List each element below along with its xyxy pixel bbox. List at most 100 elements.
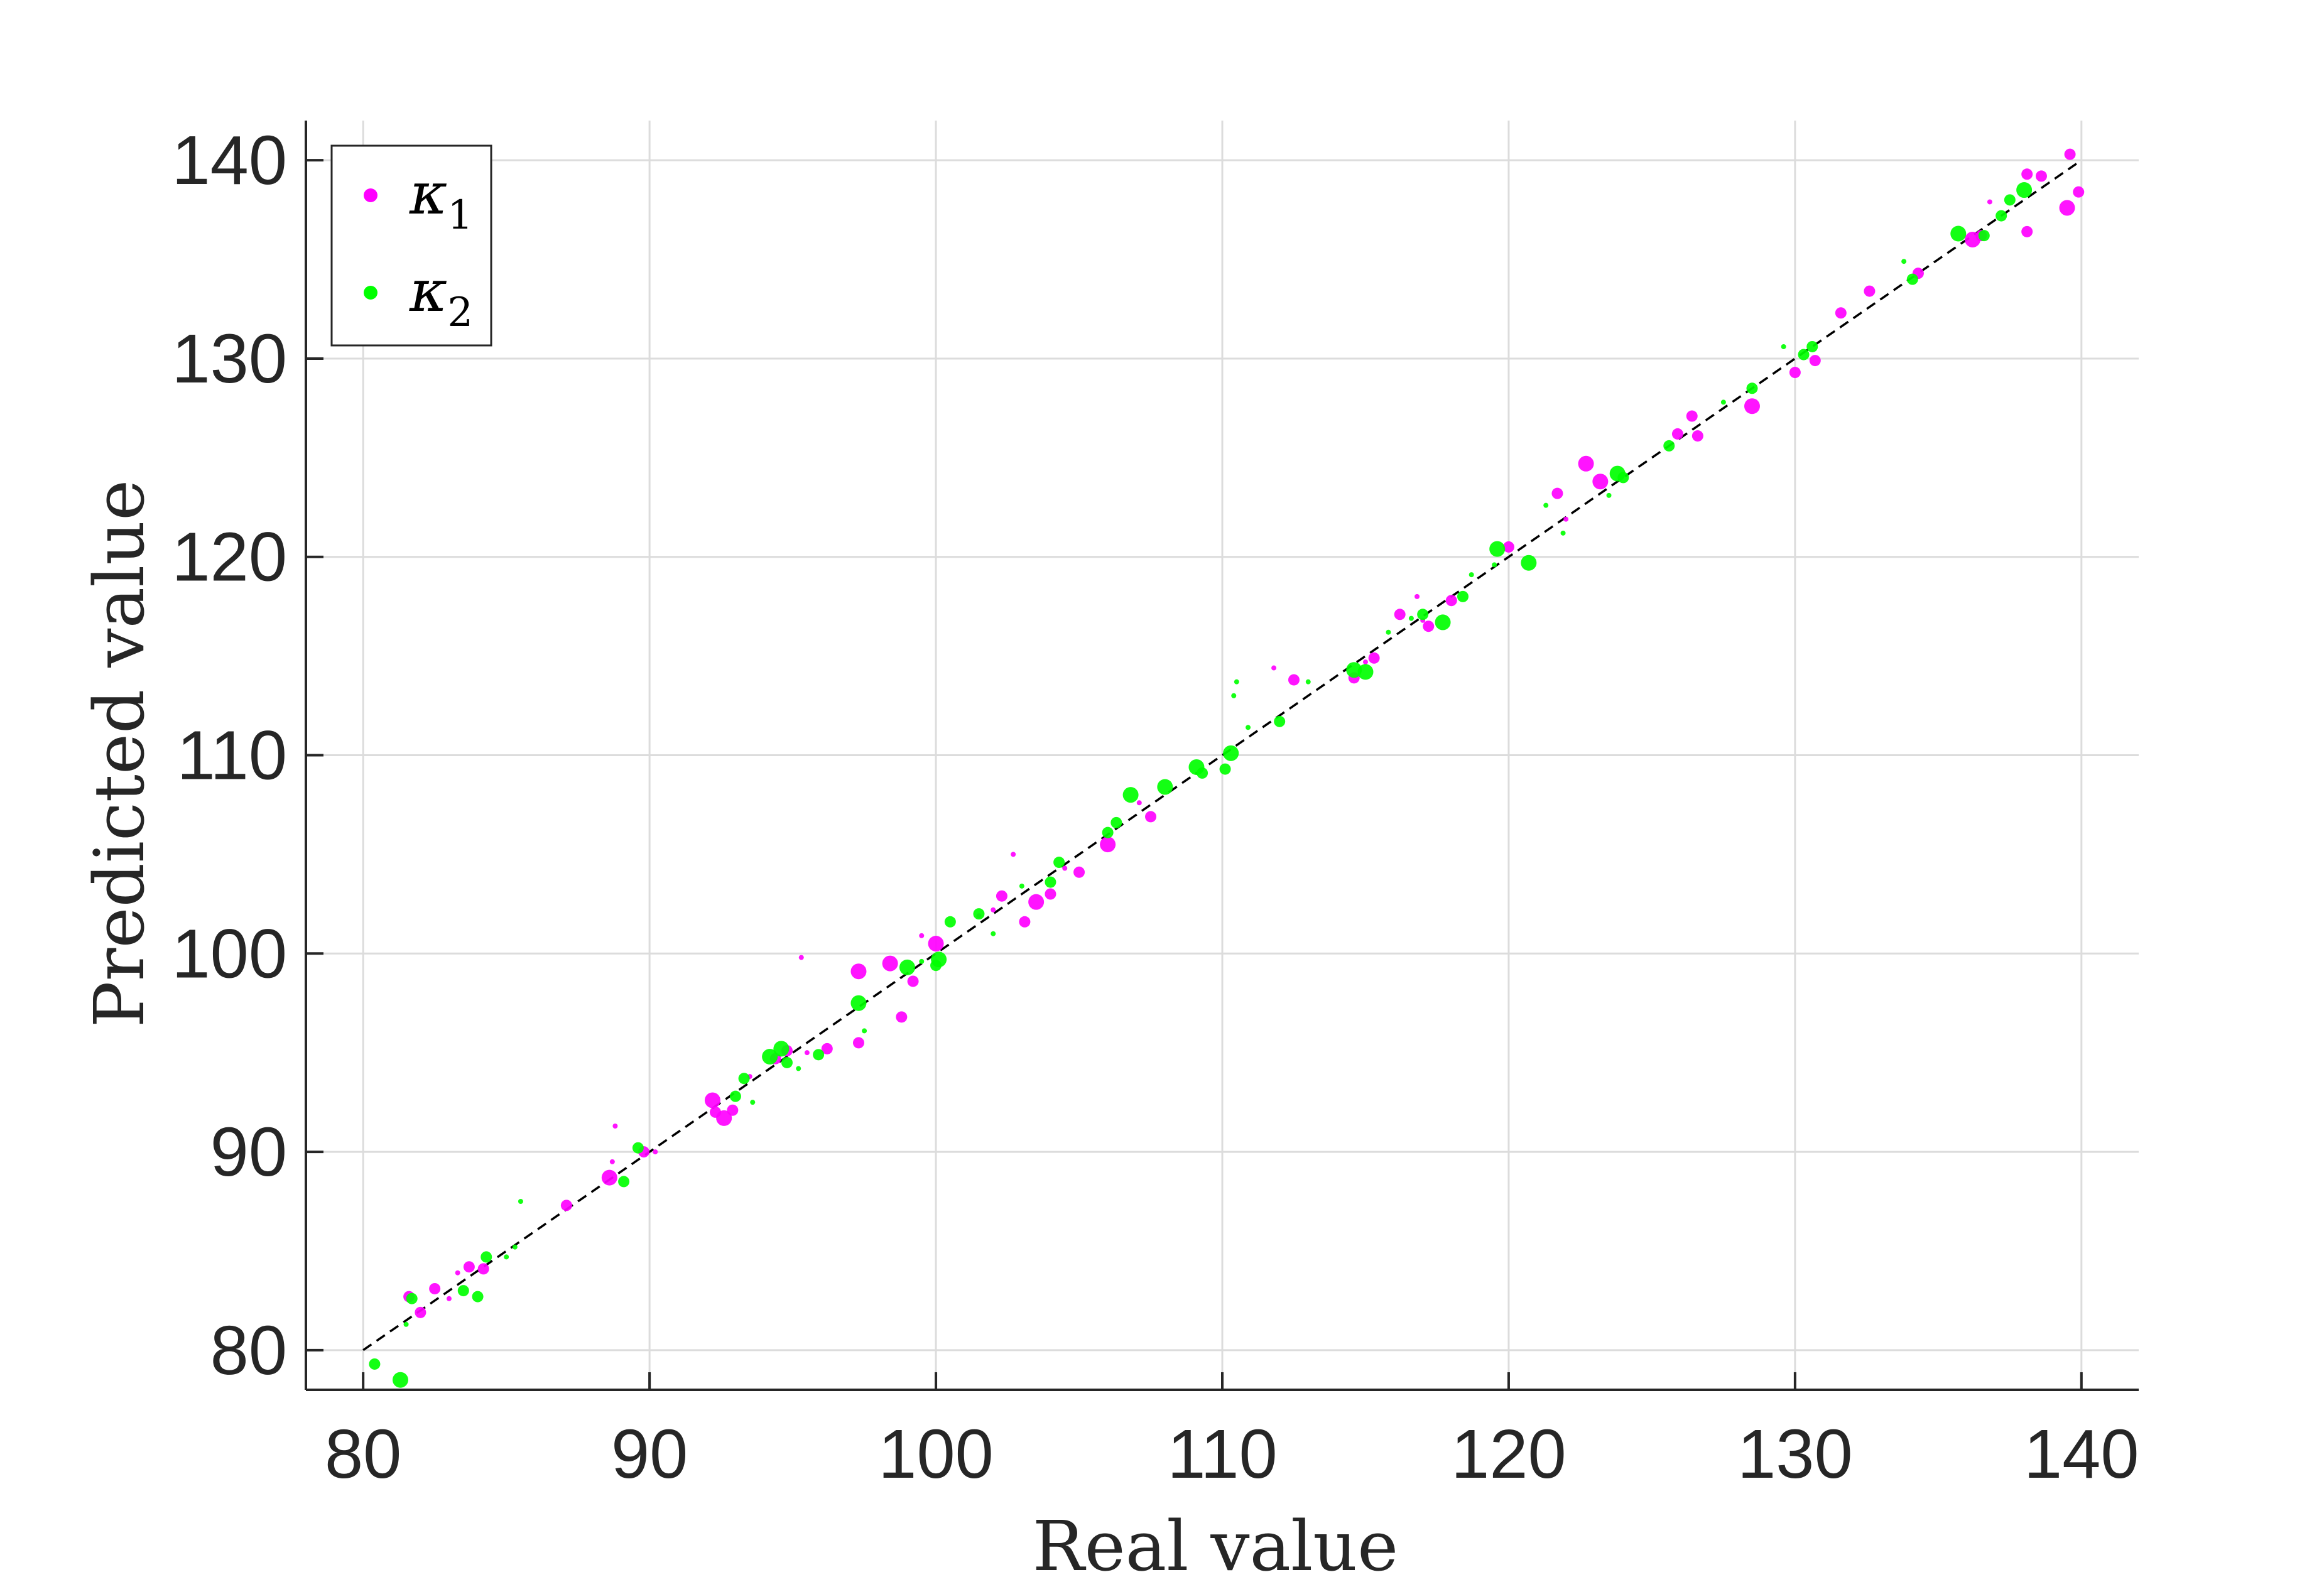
point-series1-15 — [716, 1110, 732, 1126]
point-series2-13 — [738, 1073, 750, 1085]
point-series2-9 — [512, 1244, 518, 1250]
point-series1-36 — [1045, 888, 1056, 900]
point-series2-47 — [1386, 629, 1391, 635]
x-tick-label-6: 140 — [2024, 1416, 2139, 1493]
point-series2-39 — [1223, 745, 1239, 761]
point-series2-30 — [1045, 876, 1056, 888]
point-series1-58 — [1686, 410, 1698, 422]
point-series2-22 — [899, 959, 915, 975]
point-series2-73 — [2016, 182, 2033, 198]
point-series2-68 — [1906, 273, 1918, 285]
point-series2-23 — [919, 958, 925, 964]
legend-label-kappa2: κ2 — [409, 257, 473, 336]
point-series2-58 — [1606, 492, 1612, 498]
point-series1-48 — [1414, 593, 1420, 599]
point-series1-27 — [907, 975, 919, 987]
point-series2-7 — [504, 1254, 509, 1260]
point-series1-54 — [1563, 516, 1569, 522]
point-series1-12 — [653, 1149, 658, 1155]
point-series1-69 — [2021, 225, 2033, 237]
point-series2-8 — [518, 1199, 523, 1205]
grid-lines — [306, 121, 2139, 1390]
point-series2-19 — [813, 1049, 825, 1061]
point-series1-73 — [2064, 148, 2076, 160]
point-series1-7 — [560, 1200, 572, 1211]
point-series1-4 — [455, 1270, 460, 1276]
x-tick-label-2: 100 — [878, 1416, 994, 1493]
axes — [305, 121, 2139, 1391]
point-series1-28 — [919, 933, 925, 938]
point-series1-21 — [804, 1050, 810, 1056]
point-series1-70 — [2021, 168, 2033, 180]
point-series2-27 — [973, 908, 985, 920]
point-series1-53 — [1551, 487, 1563, 499]
point-series2-10 — [618, 1176, 630, 1188]
point-series2-56 — [1543, 502, 1549, 508]
point-series2-11 — [632, 1142, 644, 1154]
tick-labels: 80 90 100 110 120 130 140 80 90 100 110 120 130 140 — [171, 122, 2139, 1493]
point-series1-22 — [821, 1043, 833, 1054]
point-series1-71 — [2035, 170, 2047, 182]
point-series2-35 — [1157, 779, 1173, 795]
point-series2-20 — [850, 995, 867, 1011]
reference-line-group — [362, 159, 2082, 1352]
point-series2-70 — [1978, 230, 1990, 242]
point-series2-32 — [1102, 826, 1114, 838]
point-series1-43 — [1288, 674, 1300, 686]
point-series1-59 — [1691, 430, 1703, 442]
point-series1-29 — [928, 935, 944, 951]
point-series2-1 — [392, 1372, 408, 1388]
point-series2-46 — [1357, 664, 1374, 680]
point-series2-50 — [1435, 614, 1451, 631]
point-series1-64 — [1864, 285, 1876, 297]
point-series1-5 — [463, 1261, 475, 1273]
point-series1-60 — [1744, 398, 1760, 414]
reference-line — [362, 159, 2082, 1352]
point-series1-13 — [704, 1092, 720, 1108]
point-series2-67 — [1901, 259, 1907, 264]
point-series1-26 — [896, 1011, 908, 1023]
y-tick-label-2: 100 — [171, 915, 287, 992]
point-series1-72 — [2059, 200, 2075, 216]
x-tick-label-1: 90 — [611, 1416, 688, 1493]
point-series2-55 — [1521, 555, 1537, 571]
point-series1-10 — [609, 1159, 615, 1164]
y-tick-label-5: 130 — [171, 320, 287, 398]
point-series2-28 — [991, 931, 996, 936]
x-axis-title: Real value — [1033, 1506, 1399, 1582]
point-series1-24 — [852, 1037, 864, 1049]
legend-marker-kappa1 — [364, 188, 377, 202]
point-series1-2 — [429, 1282, 441, 1294]
point-series2-60 — [1617, 472, 1629, 484]
point-series2-34 — [1122, 787, 1139, 803]
point-series2-51 — [1457, 590, 1469, 602]
point-series2-52 — [1469, 572, 1474, 578]
point-series1-9 — [612, 1124, 618, 1129]
point-series1-56 — [1592, 474, 1609, 490]
point-series1-62 — [1809, 355, 1821, 367]
point-series1-23 — [850, 963, 867, 980]
legend-label-kappa1: κ1 — [409, 160, 473, 239]
point-series1-32 — [996, 890, 1007, 902]
point-series2-21 — [862, 1028, 867, 1034]
point-series2-5 — [472, 1291, 484, 1303]
point-series1-6 — [477, 1263, 489, 1275]
point-series1-57 — [1671, 428, 1683, 440]
point-series1-46 — [1368, 652, 1380, 664]
point-series2-72 — [2004, 194, 2016, 206]
x-tick-label-0: 80 — [325, 1416, 401, 1493]
y-tick-label-1: 90 — [210, 1113, 287, 1191]
legend-marker-kappa2 — [364, 286, 377, 300]
point-series2-48 — [1408, 615, 1414, 621]
x-tick-label-3: 110 — [1167, 1416, 1277, 1493]
point-series2-3 — [406, 1292, 418, 1304]
data-points — [369, 148, 2085, 1388]
point-series2-63 — [1746, 382, 1758, 394]
point-series1-41 — [1145, 811, 1157, 823]
point-series2-33 — [1110, 816, 1122, 828]
point-series2-12 — [729, 1090, 741, 1102]
point-series1-38 — [1073, 866, 1085, 878]
point-series2-44 — [1305, 679, 1311, 685]
point-series1-40 — [1136, 800, 1142, 806]
